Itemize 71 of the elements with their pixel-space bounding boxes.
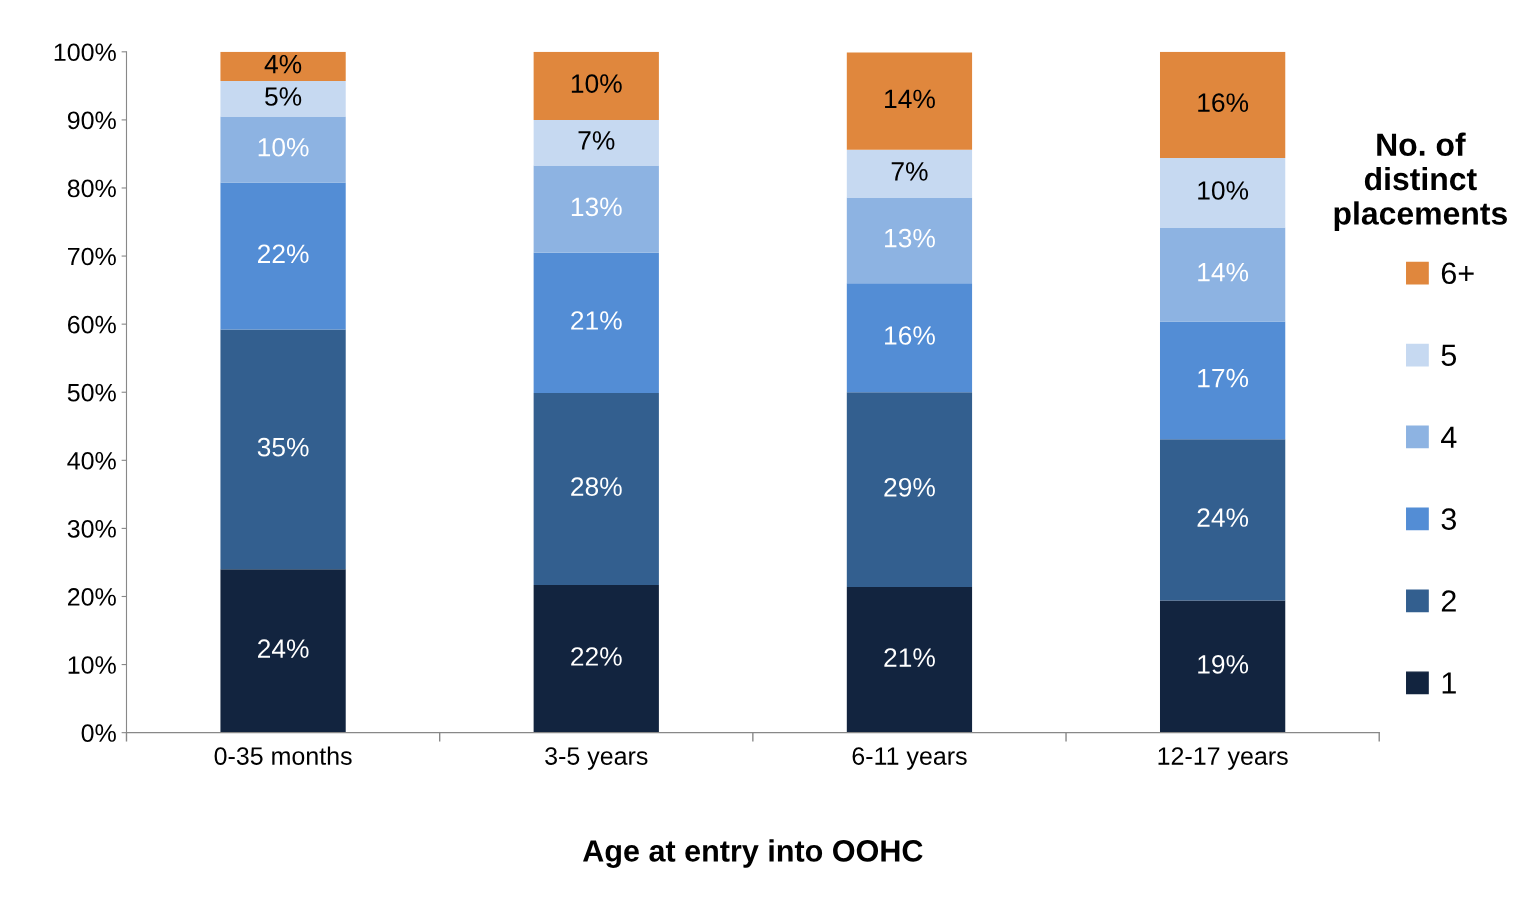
y-tick-label: 80% — [67, 179, 116, 198]
bar — [1159, 227, 1286, 322]
y-tick-label: 10% — [68, 656, 116, 674]
bar — [533, 252, 659, 393]
data-label: 29% — [884, 477, 935, 497]
data-label: 14% — [1198, 262, 1249, 282]
y-tick-label: 50% — [67, 383, 116, 402]
x-tick-label: 12-17 years — [1158, 747, 1288, 770]
data-label: 4% — [264, 54, 302, 74]
x-axis-title: Age at entry into OOHC — [583, 839, 923, 868]
bar — [846, 197, 973, 284]
bar — [846, 392, 973, 587]
bar — [1159, 321, 1286, 440]
legend-label: 5 — [1441, 344, 1457, 367]
data-label: 24% — [258, 639, 309, 658]
data-label: 21% — [884, 648, 935, 667]
legend-label: 1 — [1442, 672, 1456, 694]
data-label: 13% — [885, 228, 935, 248]
y-tick-label: 90% — [67, 111, 116, 130]
legend-label: 2 — [1441, 590, 1456, 612]
bar — [220, 182, 346, 330]
y-tick-label: 100% — [54, 43, 116, 62]
y-tick-label: 40% — [67, 451, 116, 470]
y-tick-label: 60% — [68, 315, 116, 334]
data-label: 24% — [1197, 508, 1249, 527]
bar — [220, 569, 346, 733]
data-label: 22% — [258, 244, 309, 264]
data-label: 17% — [1198, 368, 1249, 388]
bar — [1159, 51, 1286, 159]
data-label: 16% — [885, 326, 935, 345]
data-label: 10% — [1198, 181, 1249, 200]
y-tick-label: 30% — [67, 520, 116, 538]
bar — [846, 149, 973, 198]
bar — [220, 116, 346, 183]
data-label: 28% — [571, 477, 622, 496]
data-label: 35% — [257, 437, 309, 457]
bar — [1159, 439, 1286, 601]
y-tick-label: 20% — [67, 588, 116, 606]
legend-label: 4 — [1441, 426, 1457, 448]
data-label: 10% — [258, 137, 309, 157]
bar — [846, 586, 973, 733]
legend-label: 6+ — [1441, 262, 1474, 285]
bar — [1159, 158, 1286, 228]
data-label: 7% — [578, 131, 615, 150]
x-tick-label: 0-35 months — [214, 746, 352, 765]
bar — [533, 392, 659, 585]
bar — [533, 51, 659, 120]
bar — [846, 52, 973, 150]
bar — [220, 51, 346, 82]
y-tick-label: 0% — [81, 724, 116, 742]
data-label: 13% — [571, 197, 622, 217]
data-label: 5% — [265, 87, 302, 106]
bar — [220, 81, 346, 117]
data-label: 16% — [1198, 93, 1249, 112]
x-tick-label: 6-11 years — [852, 747, 967, 770]
data-label: 14% — [885, 89, 935, 109]
legend-label: 3 — [1441, 508, 1456, 530]
y-tick-label: 70% — [68, 247, 116, 266]
bar — [846, 283, 973, 393]
bar — [533, 584, 659, 733]
data-label: 10% — [571, 74, 622, 93]
data-label: 7% — [891, 162, 928, 181]
bar — [220, 329, 346, 570]
legend-title: No. of distinct placements — [1334, 132, 1507, 232]
data-label: 21% — [571, 311, 622, 330]
x-tick-label: 3-5 years — [545, 747, 648, 770]
data-label: 19% — [1198, 655, 1249, 674]
bar — [533, 119, 659, 166]
data-label: 22% — [571, 647, 622, 666]
bar — [533, 165, 659, 253]
bar — [1159, 600, 1286, 733]
